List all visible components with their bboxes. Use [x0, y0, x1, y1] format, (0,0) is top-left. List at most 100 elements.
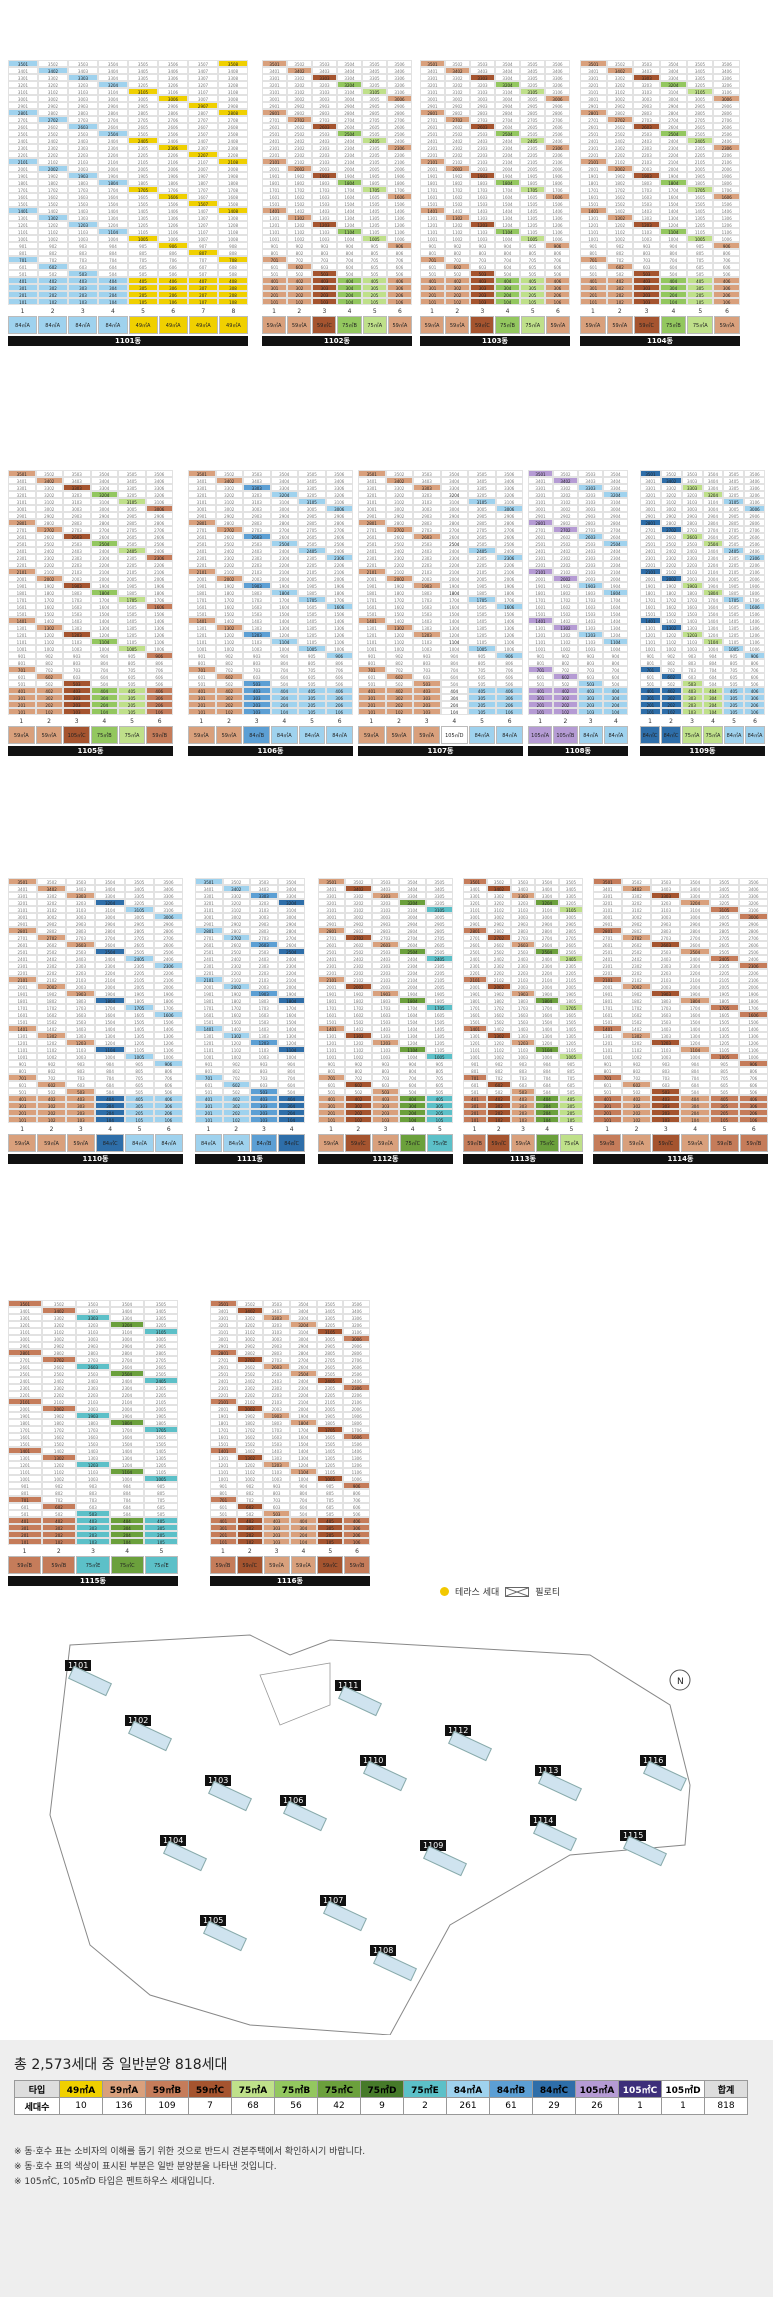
unit-cell: 2605: [298, 533, 326, 540]
unit-cell: 1506: [153, 1018, 183, 1025]
unit-cell: 1002: [222, 1053, 250, 1060]
unit-cell: 1805: [686, 179, 714, 186]
unit-cell: 1605: [118, 603, 146, 610]
unit-cell: 802: [345, 1067, 372, 1074]
unit-cell: 3503: [372, 878, 399, 885]
unit-cell: 1002: [622, 1053, 652, 1060]
unit-cell: 1301: [262, 214, 287, 221]
unit-cell: 1201: [8, 1039, 38, 1046]
unit-cell: 2804: [495, 109, 520, 116]
unit-cell: 204: [110, 1531, 144, 1538]
unit-cell: 505: [144, 1510, 178, 1517]
unit-cell: 1704: [702, 596, 724, 603]
unit-cell: 2304: [440, 554, 468, 561]
unit-cell: 1705: [144, 1426, 178, 1433]
unit-cell: 1402: [606, 207, 634, 214]
unit-cell: 903: [68, 242, 98, 249]
unit-cell: 401: [580, 277, 607, 284]
unit-cell: 2101: [195, 976, 223, 983]
unit-cell: 306: [325, 694, 353, 701]
unit-cell: 1406: [545, 207, 570, 214]
unit-cell: 2302: [38, 144, 68, 151]
unit-cell: 3002: [445, 95, 470, 102]
unit-cell: 2006: [145, 575, 173, 582]
unit-cell: 2304: [680, 962, 710, 969]
unit-cell: 1604: [659, 193, 687, 200]
unit-cell: 2802: [660, 519, 682, 526]
unit-cell: 2204: [270, 561, 298, 568]
unit-cell: 1202: [622, 1039, 652, 1046]
unit-cell: 903: [76, 1482, 110, 1489]
unit-cell: 2801: [318, 927, 345, 934]
unit-cell: 601: [8, 1503, 42, 1510]
count-cell: 818: [704, 2097, 748, 2115]
unit-cell: 3104: [337, 88, 362, 95]
unit-cell: 1306: [153, 1032, 183, 1039]
unit-cell: 1202: [35, 631, 63, 638]
unit-type-label: 84㎡A: [578, 726, 603, 744]
unit-cell: 2605: [144, 1363, 178, 1370]
unit-cell: 3403: [68, 67, 98, 74]
unit-cell: 2305: [559, 962, 583, 969]
unit-cell: 1405: [723, 617, 745, 624]
unit-cell: 1506: [545, 200, 570, 207]
unit-cell: 3104: [659, 88, 687, 95]
unit-cell: 2106: [495, 568, 523, 575]
unit-cell: 3002: [42, 1335, 76, 1342]
unit-cell: 1808: [218, 179, 248, 186]
unit-cell: 2603: [76, 1363, 110, 1370]
unit-cell: 407: [188, 277, 218, 284]
unit-cell: 303: [76, 1524, 110, 1531]
unit-cell: 1302: [606, 214, 634, 221]
unit-cell: 1001: [210, 1475, 237, 1482]
unit-type-label: 59㎡B: [210, 1556, 236, 1574]
map-building-label: 1116: [640, 1755, 667, 1766]
unit-cell: 503: [66, 1088, 96, 1095]
unit-cell: 3405: [298, 477, 326, 484]
unit-cell: 3504: [680, 878, 710, 885]
unit-cell: 304: [98, 284, 128, 291]
unit-cell: 905: [559, 1060, 583, 1067]
unit-cell: 2204: [277, 969, 305, 976]
unit-cell: 1406: [343, 1447, 370, 1454]
unit-cell: 2302: [287, 144, 312, 151]
unit-cell: 3402: [42, 1307, 76, 1314]
unit-cell: 3501: [580, 60, 607, 67]
unit-cell: 301: [640, 694, 661, 701]
unit-cell: 1905: [118, 582, 146, 589]
unit-cell: 2906: [145, 512, 173, 519]
unit-cell: 202: [38, 291, 68, 298]
unit-cell: 1303: [63, 624, 91, 631]
unit-cell: 2103: [66, 976, 96, 983]
unit-cell: 305: [298, 694, 326, 701]
unit-cell: 504: [440, 680, 468, 687]
unit-cell: 1907: [188, 172, 218, 179]
unit-cell: 1902: [622, 990, 652, 997]
unit-cell: 602: [38, 263, 68, 270]
unit-cell: 903: [312, 242, 337, 249]
unit-cell: 3002: [236, 1335, 264, 1342]
unit-cell: 2904: [289, 1342, 317, 1349]
unit-cell: 1105: [362, 228, 387, 235]
unit-cell: 2502: [553, 540, 578, 547]
unit-cell: 3103: [76, 1328, 110, 1335]
unit-cell: 1606: [738, 1011, 768, 1018]
unit-cell: 2303: [470, 144, 495, 151]
unit-cell: 1803: [66, 997, 96, 1004]
unit-number: 2: [247, 1548, 252, 1555]
unit-cell: 2603: [633, 123, 660, 130]
unit-cell: 1703: [578, 596, 603, 603]
unit-cell: 2004: [270, 575, 298, 582]
unit-cell: 2405: [426, 955, 453, 962]
unit-cell: 304: [399, 1102, 426, 1109]
unit-cell: 1204: [535, 1039, 559, 1046]
floor-grid: 3501 3502 3503 3504 3505 3401 3402 3403 3404 3405…: [8, 1300, 178, 1545]
unit-cell: 1801: [463, 997, 487, 1004]
unit-cell: 3303: [243, 484, 271, 491]
unit-cell: 303: [250, 1102, 278, 1109]
unit-cell: 2105: [124, 976, 154, 983]
unit-cell: 1004: [337, 235, 362, 242]
unit-cell: 1003: [76, 1475, 110, 1482]
unit-cell: 105: [128, 298, 158, 305]
unit-cell: 3101: [195, 906, 223, 913]
